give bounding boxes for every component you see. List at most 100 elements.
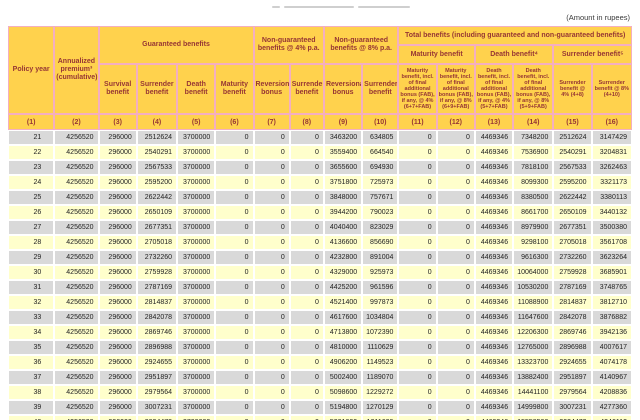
column-number-15: (15) [553,114,592,130]
value-cell: 0 [289,415,324,420]
value-cell: 4469346 [474,340,514,355]
table-row: 22 4256520 296000 2540291 3700000 0 0 0 3559400 6… [8,145,632,160]
policy-year-cell: 32 [8,295,55,310]
value-cell: 296000 [98,220,137,235]
value-cell: 3440132 [591,205,632,220]
value-cell: 4469346 [474,190,514,205]
header-group-non-guaranteed-4: Non-guaranteed benefits @ 4% p.a. [253,26,324,64]
value-cell: 0 [215,160,254,175]
value-cell: 14441100 [513,385,554,400]
header-surrender-benefit-4: Surrender benefit [289,64,324,114]
value-cell: 997873 [362,295,399,310]
value-cell: 4469346 [474,385,514,400]
value-cell: 0 [215,220,254,235]
value-cell: 0 [398,355,437,370]
value-cell: 0 [253,205,290,220]
value-cell: 3685901 [591,265,632,280]
value-cell: 3942136 [591,325,632,340]
value-cell: 4256520 [54,310,99,325]
policy-year-cell: 21 [8,130,55,145]
value-cell: 2759928 [553,265,592,280]
value-cell: 0 [253,280,290,295]
value-cell: 3380113 [591,190,632,205]
value-cell: 4256520 [54,145,99,160]
value-cell: 3700000 [177,235,216,250]
value-cell: 0 [289,160,324,175]
table-row: 24 4256520 296000 2595200 3700000 0 0 0 3751800 7… [8,175,632,190]
value-cell: 4256520 [54,205,99,220]
value-cell: 4256520 [54,385,99,400]
value-cell: 296000 [98,385,137,400]
value-cell: 3700000 [177,325,216,340]
value-cell: 891004 [362,250,399,265]
value-cell: 0 [215,190,254,205]
value-cell: 3748765 [591,280,632,295]
value-cell: 4256520 [54,220,99,235]
column-number-7: (7) [253,114,290,130]
value-cell: 296000 [98,400,137,415]
value-cell: 296000 [98,325,137,340]
value-cell: 2512624 [553,130,592,145]
table-body: 21 4256520 296000 2512624 3700000 0 0 0 3463200 6… [8,130,632,420]
value-cell: 0 [289,235,324,250]
policy-year-cell: 31 [8,280,55,295]
value-cell: 8380500 [513,190,554,205]
value-cell: 0 [398,265,437,280]
value-cell: 296000 [98,295,137,310]
column-number-3: (3) [98,114,137,130]
column-number-16: (16) [591,114,632,130]
value-cell: 0 [253,325,290,340]
column-number-6: (6) [215,114,254,130]
value-cell: 961596 [362,280,399,295]
value-cell: 0 [398,400,437,415]
header-survival-benefit: Survival benefit [98,64,137,114]
value-cell: 0 [398,205,437,220]
header-reversionary-bonus-4: Reversionary bonus [253,64,290,114]
value-cell: 3700000 [177,265,216,280]
value-cell: 0 [215,175,254,190]
value-cell: 0 [253,145,290,160]
value-cell: 3700000 [177,220,216,235]
table-row: 37 4256520 296000 2951897 3700000 0 0 0 5002400 1… [8,370,632,385]
value-cell: 2842078 [553,310,592,325]
value-cell: 3463200 [323,130,363,145]
value-cell: 0 [289,220,324,235]
value-cell: 7348200 [513,130,554,145]
value-cell: 2622442 [136,190,178,205]
value-cell: 0 [289,145,324,160]
table-row: 35 4256520 296000 2896988 3700000 0 0 0 4810000 1… [8,340,632,355]
value-cell: 11647600 [513,310,554,325]
value-cell: 2979564 [136,385,178,400]
value-cell: 2732260 [136,250,178,265]
value-cell: 4256520 [54,355,99,370]
value-cell: 5194800 [323,400,363,415]
value-cell: 3700000 [177,295,216,310]
value-cell: 0 [215,340,254,355]
value-cell: 0 [436,190,475,205]
value-cell: 296000 [98,130,137,145]
value-cell: 0 [398,280,437,295]
value-cell: 4469346 [474,415,514,420]
value-cell: 0 [289,250,324,265]
header-group-guaranteed: Guaranteed benefits [98,26,254,64]
value-cell: 3204831 [591,145,632,160]
value-cell: 0 [289,325,324,340]
value-cell: 4256520 [54,175,99,190]
policy-year-cell: 35 [8,340,55,355]
value-cell: 2567533 [136,160,178,175]
value-cell: 2677351 [136,220,178,235]
value-cell: 0 [436,385,475,400]
value-cell: 2512624 [136,130,178,145]
value-cell: 0 [398,415,437,420]
header-surrender-benefit-8: Surrender benefit [362,64,399,114]
header-surrender-total-4: Surrender benefit @ 4% (4+8) [553,64,592,114]
policy-year-cell: 27 [8,220,55,235]
policy-year-cell: 30 [8,265,55,280]
value-cell: 4810000 [323,340,363,355]
value-cell: 4469346 [474,175,514,190]
value-cell: 4713800 [323,325,363,340]
value-cell: 790023 [362,205,399,220]
value-cell: 0 [215,205,254,220]
faded-watermark-text [272,5,442,9]
value-cell: 0 [289,370,324,385]
